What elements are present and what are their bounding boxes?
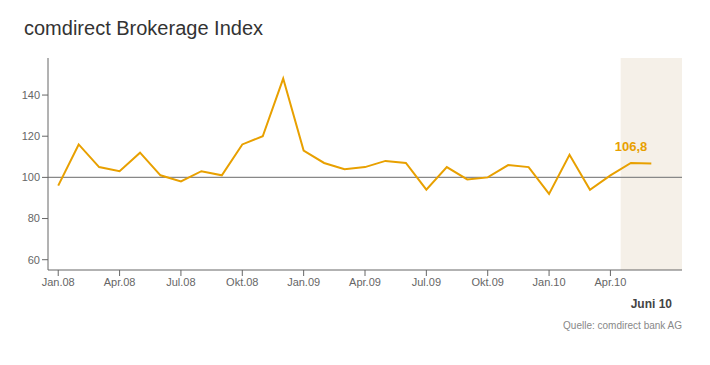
html-text:Quelle: comdirect bank AG: Quelle: comdirect bank AG	[563, 320, 682, 331]
svg-text:60: 60	[28, 254, 40, 266]
svg-text:100: 100	[22, 171, 40, 183]
svg-text:Apr.09: Apr.09	[349, 276, 381, 288]
svg-text:Jan.09: Jan.09	[287, 276, 320, 288]
svg-text:Apr.08: Apr.08	[104, 276, 136, 288]
svg-text:140: 140	[22, 89, 40, 101]
svg-text:Jul.09: Jul.09	[412, 276, 441, 288]
html-text:comdirect Brokerage Index: comdirect Brokerage Index	[24, 17, 263, 39]
svg-text:120: 120	[22, 130, 40, 142]
svg-text:Jan.10: Jan.10	[533, 276, 566, 288]
svg-text:Jan.08: Jan.08	[42, 276, 75, 288]
svg-text:Apr.10: Apr.10	[595, 276, 627, 288]
svg-text:80: 80	[28, 212, 40, 224]
svg-text:Okt.08: Okt.08	[226, 276, 258, 288]
svg-text:Jul.08: Jul.08	[166, 276, 195, 288]
svg-text:Okt.09: Okt.09	[472, 276, 504, 288]
svg-text:Juni 10: Juni 10	[631, 297, 673, 311]
svg-text:106,8: 106,8	[615, 139, 648, 154]
